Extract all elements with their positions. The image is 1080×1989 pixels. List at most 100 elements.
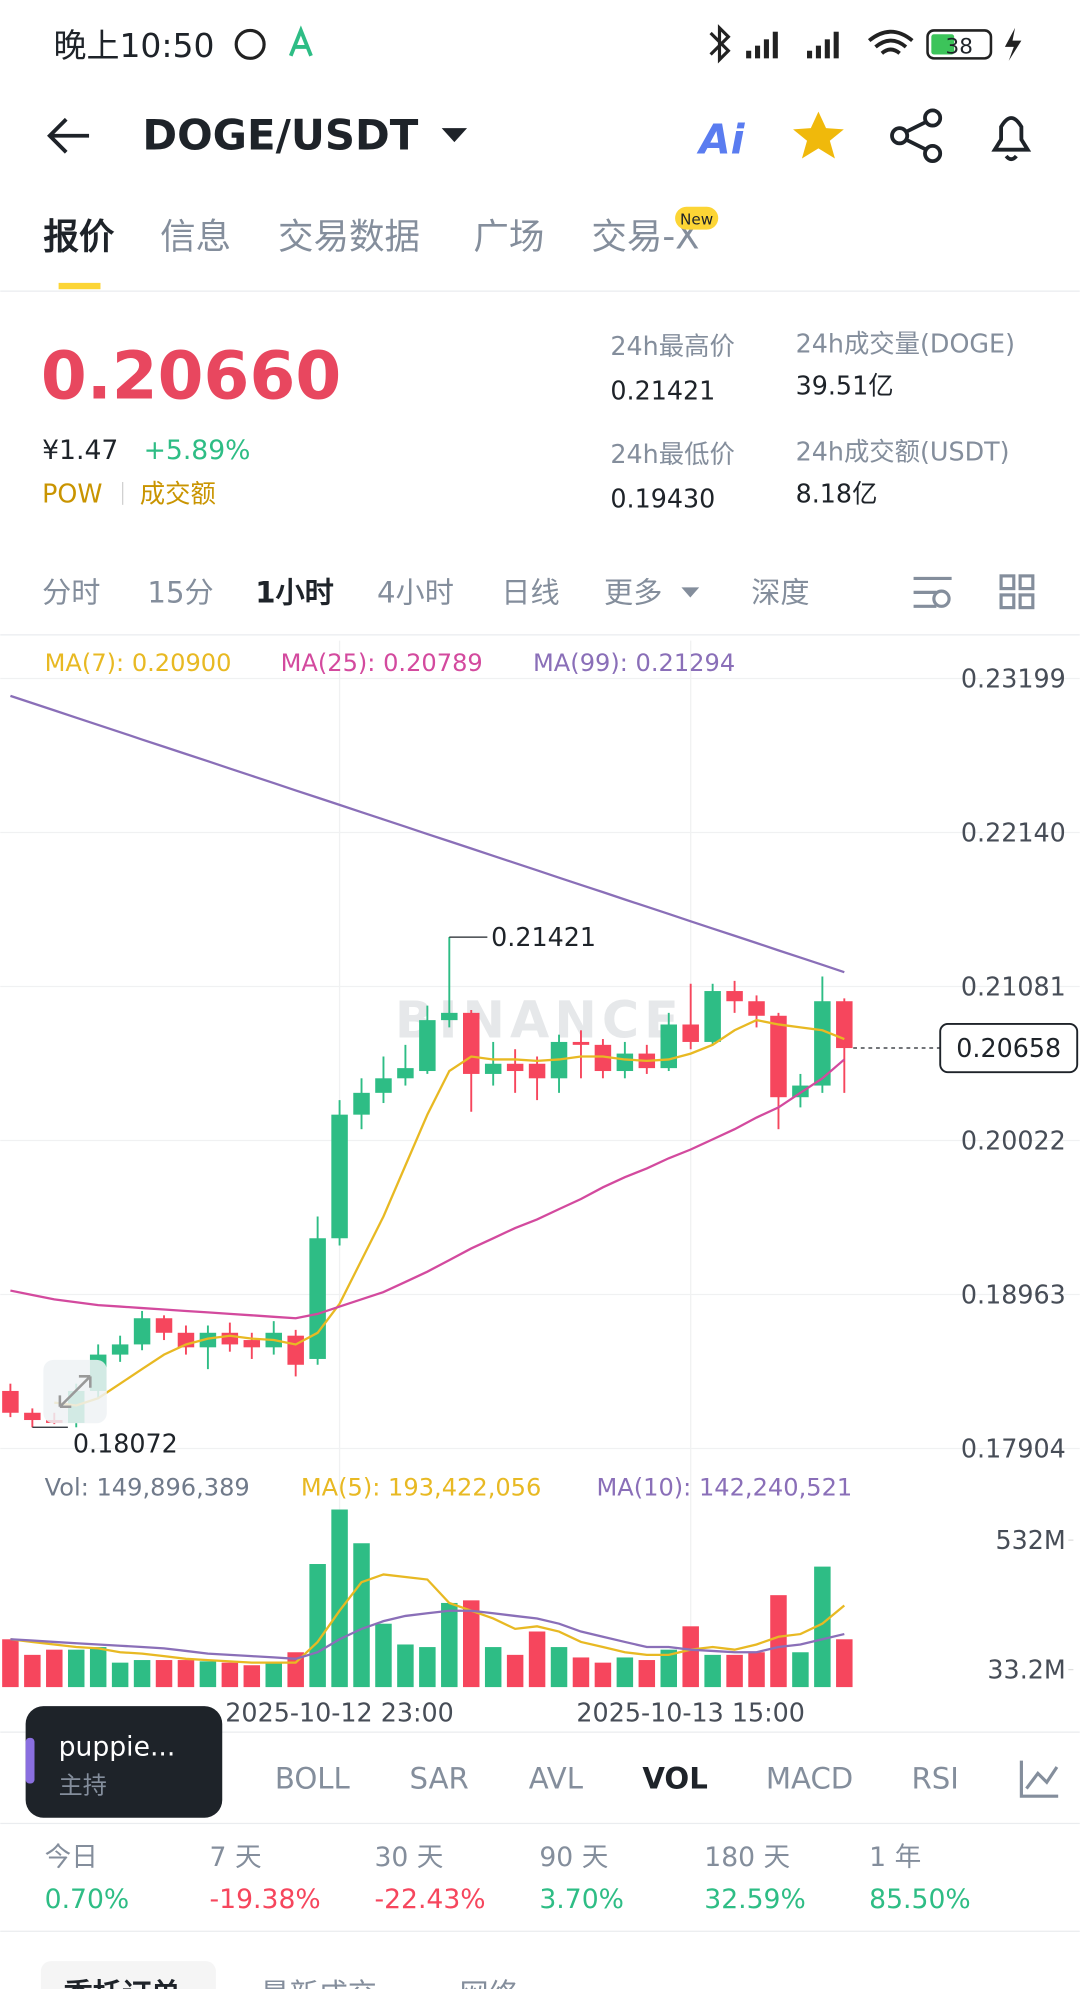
volume-bar: [419, 1647, 436, 1688]
x-tick-label: 2025-10-13 15:00: [576, 1697, 805, 1727]
bluetooth-icon: [709, 24, 731, 64]
divider: [0, 1731, 1080, 1733]
tab[interactable]: 广场: [473, 217, 544, 258]
ma-line: [10, 1573, 846, 1664]
stat-value: 0.19430: [610, 483, 715, 513]
interval[interactable]: 分时: [42, 576, 100, 610]
divider: [0, 1822, 1080, 1825]
host-card[interactable]: [25, 1706, 223, 1818]
interval[interactable]: 更多: [604, 576, 662, 610]
y-tick-label: 0.20022: [961, 1125, 1066, 1155]
period-change: 3.70%: [539, 1884, 624, 1915]
volume-bar: [24, 1654, 41, 1688]
indicator[interactable]: BOLL: [275, 1762, 351, 1796]
volume-bar: [111, 1662, 129, 1688]
y-tick-label: 0.21081: [961, 971, 1066, 1001]
volume-bar: [770, 1595, 787, 1688]
wifi-icon: [867, 29, 914, 55]
candle-body: [199, 1332, 217, 1348]
volume-bar: [484, 1647, 502, 1688]
candle-body: [682, 1024, 699, 1042]
period-label: 1 年: [869, 1842, 921, 1873]
tab[interactable]: 交易数据: [278, 217, 420, 258]
vol-tick-label: 532M: [995, 1525, 1065, 1555]
volume-bar: [528, 1631, 546, 1688]
more-dropdown[interactable]: [681, 587, 700, 598]
stat-label: 24h成交额(USDT): [796, 436, 1010, 466]
interval[interactable]: 日线: [501, 576, 559, 610]
volume-bar: [463, 1600, 480, 1688]
volume-bar: [287, 1652, 304, 1688]
volume-bar: [155, 1660, 173, 1688]
low-label: 0.18072: [73, 1429, 178, 1459]
volume-bar: [375, 1623, 392, 1688]
signal-icons: [746, 31, 839, 59]
tab-indicator: [58, 282, 101, 290]
charging-icon: [1004, 27, 1022, 61]
stat-value: 39.51亿: [796, 371, 894, 401]
interval[interactable]: 4小时: [377, 576, 454, 610]
favorite-star[interactable]: [793, 111, 844, 159]
volume-bar: [89, 1647, 107, 1688]
alert-bell[interactable]: [991, 116, 1032, 162]
period-change: 85.50%: [869, 1884, 971, 1915]
bottom-tab[interactable]: 委托订单: [64, 1977, 181, 1989]
period-label: 180 天: [704, 1842, 790, 1873]
stat-value: 0.21421: [610, 376, 715, 406]
host-accent: [25, 1737, 35, 1784]
candle-body: [243, 1340, 261, 1348]
volume-bar: [353, 1543, 370, 1688]
ma-line: [10, 1609, 845, 1660]
candle-body: [419, 1020, 436, 1072]
candle-body: [704, 991, 721, 1042]
high-label: 0.21421: [491, 922, 596, 952]
period-change: -22.43%: [374, 1884, 485, 1915]
indicator[interactable]: RSI: [911, 1762, 958, 1796]
volume-bar: [682, 1626, 699, 1688]
kline-chart: BINANCE 0.23199 0.22140 0.21081 0.20022 0.189…: [0, 640, 1080, 1727]
candle-body: [726, 991, 743, 1002]
bottom-tab[interactable]: 最新成交: [260, 1977, 377, 1989]
volume-bar: [133, 1660, 151, 1688]
layout-button[interactable]: [999, 574, 1035, 610]
period-label: 今日: [45, 1842, 98, 1873]
candle-body: [616, 1053, 634, 1072]
volume-bar: [243, 1665, 261, 1688]
watermark: BINANCE: [395, 991, 684, 1050]
tab[interactable]: 信息: [160, 217, 231, 258]
candle-body: [814, 1001, 831, 1086]
indicator[interactable]: MACD: [766, 1762, 853, 1796]
indicator[interactable]: VOL: [642, 1762, 707, 1796]
pair-dropdown[interactable]: [441, 128, 468, 143]
status-time: 晚上10:50: [54, 26, 215, 65]
tag[interactable]: 成交额: [140, 478, 216, 508]
tab[interactable]: 报价: [43, 217, 115, 258]
ma-line: [10, 694, 845, 974]
ma-line: [10, 1058, 846, 1320]
volume-bar: [704, 1654, 721, 1688]
pair-title[interactable]: DOGE/USDT: [142, 111, 418, 160]
vol-ma-legend: MA(10): 142,240,521: [596, 1474, 852, 1502]
divider: [0, 1930, 1080, 1932]
volume-bar: [814, 1566, 831, 1688]
tag[interactable]: POW: [42, 478, 102, 508]
volume-bar: [836, 1639, 853, 1688]
price-change: +5.89%: [144, 435, 251, 466]
bottom-tab[interactable]: 网络: [459, 1977, 517, 1989]
divider: [0, 634, 1080, 636]
indicator-settings[interactable]: [1019, 1760, 1059, 1798]
indicator[interactable]: SAR: [410, 1762, 469, 1796]
interval[interactable]: 15分: [147, 576, 213, 610]
ai-button[interactable]: Ai: [696, 115, 745, 163]
vol-tick-label: 33.2M: [987, 1654, 1065, 1684]
interval[interactable]: 1小时: [255, 576, 334, 610]
share-button[interactable]: [890, 108, 943, 164]
chart-settings[interactable]: [913, 576, 952, 608]
candle-body: [572, 1041, 590, 1045]
indicator[interactable]: AVL: [529, 1762, 584, 1796]
volume-bar: [594, 1662, 612, 1688]
interval[interactable]: 深度: [751, 576, 809, 610]
battery-level: [931, 34, 955, 55]
ma-legend: MA(7): 0.20900: [45, 649, 232, 677]
back-button[interactable]: [47, 117, 90, 154]
